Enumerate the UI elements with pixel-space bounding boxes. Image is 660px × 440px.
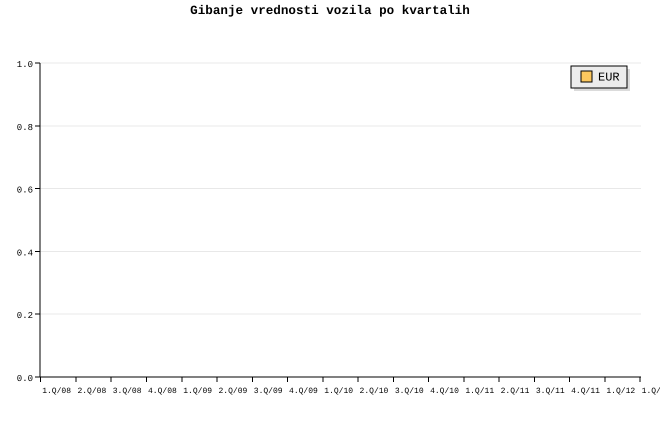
svg-text:1.Q/11: 1.Q/11 <box>465 387 494 396</box>
svg-text:0.6: 0.6 <box>17 186 33 196</box>
svg-text:2.Q/09: 2.Q/09 <box>219 387 248 396</box>
svg-text:4.Q/11: 4.Q/11 <box>571 387 600 396</box>
svg-text:0.8: 0.8 <box>17 123 33 133</box>
svg-text:3.Q/08: 3.Q/08 <box>113 387 142 396</box>
svg-text:0.4: 0.4 <box>17 248 33 258</box>
svg-text:4.Q/10: 4.Q/10 <box>430 387 459 396</box>
svg-text:4.Q/09: 4.Q/09 <box>289 387 318 396</box>
svg-text:3.Q/11: 3.Q/11 <box>536 387 565 396</box>
svg-text:1.Q/09: 1.Q/09 <box>183 387 212 396</box>
svg-text:3.Q/10: 3.Q/10 <box>395 387 424 396</box>
svg-text:1.Q/12: 1.Q/12 <box>642 387 660 396</box>
svg-text:0.0: 0.0 <box>17 374 33 384</box>
svg-text:2.Q/11: 2.Q/11 <box>501 387 530 396</box>
svg-text:1.Q/12: 1.Q/12 <box>606 387 635 396</box>
svg-text:EUR: EUR <box>598 71 620 85</box>
svg-text:1.Q/10: 1.Q/10 <box>324 387 353 396</box>
svg-text:1.0: 1.0 <box>17 60 33 70</box>
svg-text:2.Q/10: 2.Q/10 <box>360 387 389 396</box>
svg-text:1.Q/08: 1.Q/08 <box>42 387 71 396</box>
svg-text:4.Q/08: 4.Q/08 <box>148 387 177 396</box>
svg-text:2.Q/08: 2.Q/08 <box>77 387 106 396</box>
svg-text:3.Q/09: 3.Q/09 <box>254 387 283 396</box>
svg-text:0.2: 0.2 <box>17 311 33 321</box>
